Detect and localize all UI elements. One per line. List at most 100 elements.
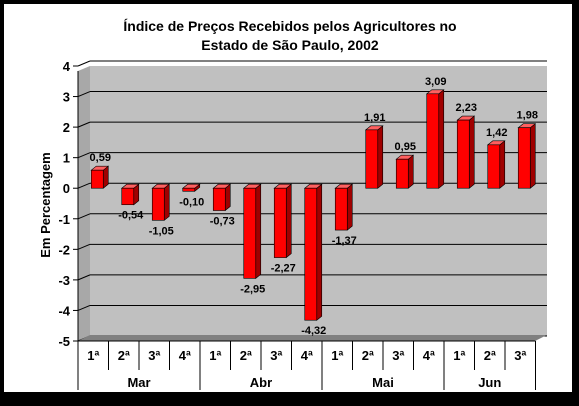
- bar-side: [163, 183, 170, 221]
- bar-side: [224, 183, 231, 212]
- gridline-depth: [77, 243, 91, 250]
- bar-side: [346, 183, 353, 231]
- x-tick-label: 3ª: [392, 348, 404, 363]
- bar: [212, 183, 232, 212]
- x-tick-label: 3ª: [148, 348, 160, 363]
- bar-side: [529, 123, 536, 189]
- x-group-label: Mai: [372, 375, 394, 390]
- x-group-label: Abr: [250, 375, 272, 390]
- bar-side: [468, 115, 475, 189]
- data-label: -2,95: [240, 283, 265, 295]
- x-group-label: Jun: [478, 375, 501, 390]
- bar-side: [255, 183, 262, 279]
- x-tick-label: 1ª: [453, 348, 465, 363]
- data-label: 0,59: [90, 152, 111, 164]
- bar-front: [456, 119, 470, 189]
- data-label: 2,23: [456, 102, 477, 114]
- bar: [242, 183, 262, 279]
- chart-title-line1: Índice de Preços Recebidos pelos Agricul…: [123, 18, 456, 34]
- bar-side: [438, 89, 445, 189]
- gridline-depth: [77, 213, 91, 220]
- bar: [303, 183, 323, 321]
- bar-front: [365, 129, 379, 189]
- y-tick-label: -4: [58, 303, 70, 318]
- bar: [395, 154, 415, 189]
- bar-front: [304, 187, 318, 321]
- bar: [486, 140, 506, 189]
- x-tick-label: 1ª: [331, 348, 343, 363]
- bar-front: [517, 127, 531, 189]
- bar-front: [182, 187, 196, 192]
- plot-side-wall: [78, 66, 90, 341]
- bar: [456, 115, 476, 189]
- y-tick-label: -2: [58, 242, 70, 257]
- y-tick-label: 2: [63, 120, 70, 135]
- data-label: -1,37: [332, 235, 357, 247]
- bar: [334, 183, 354, 231]
- data-label: -0,54: [118, 210, 144, 222]
- y-tick-label: 4: [63, 59, 71, 74]
- y-tick-label: 3: [63, 90, 70, 105]
- x-tick-label: 4ª: [423, 348, 435, 363]
- y-tick-label: -3: [58, 273, 70, 288]
- gridline-depth: [77, 91, 91, 98]
- plot-area: 4 3 2 1 0 -1 -2 -3 -4 -5 0,59 -0,54 -1,05 -0,10 -0,73 -…: [58, 59, 547, 390]
- data-label: 1,91: [364, 112, 385, 124]
- bar-front: [273, 187, 287, 258]
- data-label: -0,73: [210, 216, 235, 228]
- x-tick-label: 2ª: [118, 348, 130, 363]
- x-tick-label: 4ª: [301, 348, 313, 363]
- bar-side: [285, 183, 292, 259]
- data-label: -1,05: [149, 225, 174, 237]
- plot-floor: [78, 335, 547, 341]
- data-label: -0,10: [179, 196, 204, 208]
- gridline-depth: [77, 60, 91, 67]
- bar-front: [487, 144, 501, 189]
- data-label: 1,98: [517, 110, 538, 122]
- x-tick-label: 3ª: [270, 348, 282, 363]
- bar-front: [395, 158, 409, 189]
- y-axis-label: Em Percentagem: [38, 152, 53, 258]
- gridline-depth: [77, 304, 91, 311]
- bar-front: [426, 93, 440, 189]
- bar-front: [90, 169, 104, 189]
- data-label: 3,09: [425, 76, 446, 88]
- bar: [517, 123, 537, 189]
- x-tick-label: 1ª: [87, 348, 99, 363]
- y-tick-label: 1: [63, 151, 70, 166]
- bar-side: [377, 125, 384, 189]
- bar-front: [243, 187, 257, 279]
- data-label: -4,32: [301, 325, 326, 337]
- bar-front: [334, 187, 348, 231]
- x-group-label: Mar: [127, 375, 150, 390]
- x-tick-label: 2ª: [362, 348, 374, 363]
- bar-front: [151, 187, 165, 221]
- bar: [151, 183, 171, 221]
- bar: [425, 89, 445, 189]
- y-tick-label: -1: [58, 212, 70, 227]
- gridline-depth: [77, 121, 91, 128]
- bar: [273, 183, 293, 259]
- bar: [120, 183, 140, 206]
- x-tick-label: 2ª: [484, 348, 496, 363]
- bar: [90, 165, 110, 189]
- bar: [181, 183, 201, 192]
- gridline-depth: [77, 182, 91, 189]
- x-tick-label: 2ª: [240, 348, 252, 363]
- gridline-depth: [77, 274, 91, 281]
- y-tick-label: 0: [63, 181, 70, 196]
- data-label: 1,42: [486, 127, 507, 139]
- data-label: 0,95: [395, 141, 416, 153]
- bar-side: [316, 183, 323, 321]
- bar-front: [212, 187, 226, 211]
- x-tick-label: 1ª: [209, 348, 221, 363]
- data-label: -2,27: [271, 263, 296, 275]
- x-tick-label: 4ª: [179, 348, 191, 363]
- gridline-depth: [77, 152, 91, 159]
- bar-front: [121, 187, 135, 206]
- y-tick-label: -5: [58, 334, 70, 349]
- bar: [364, 125, 384, 189]
- x-tick-label: 3ª: [514, 348, 526, 363]
